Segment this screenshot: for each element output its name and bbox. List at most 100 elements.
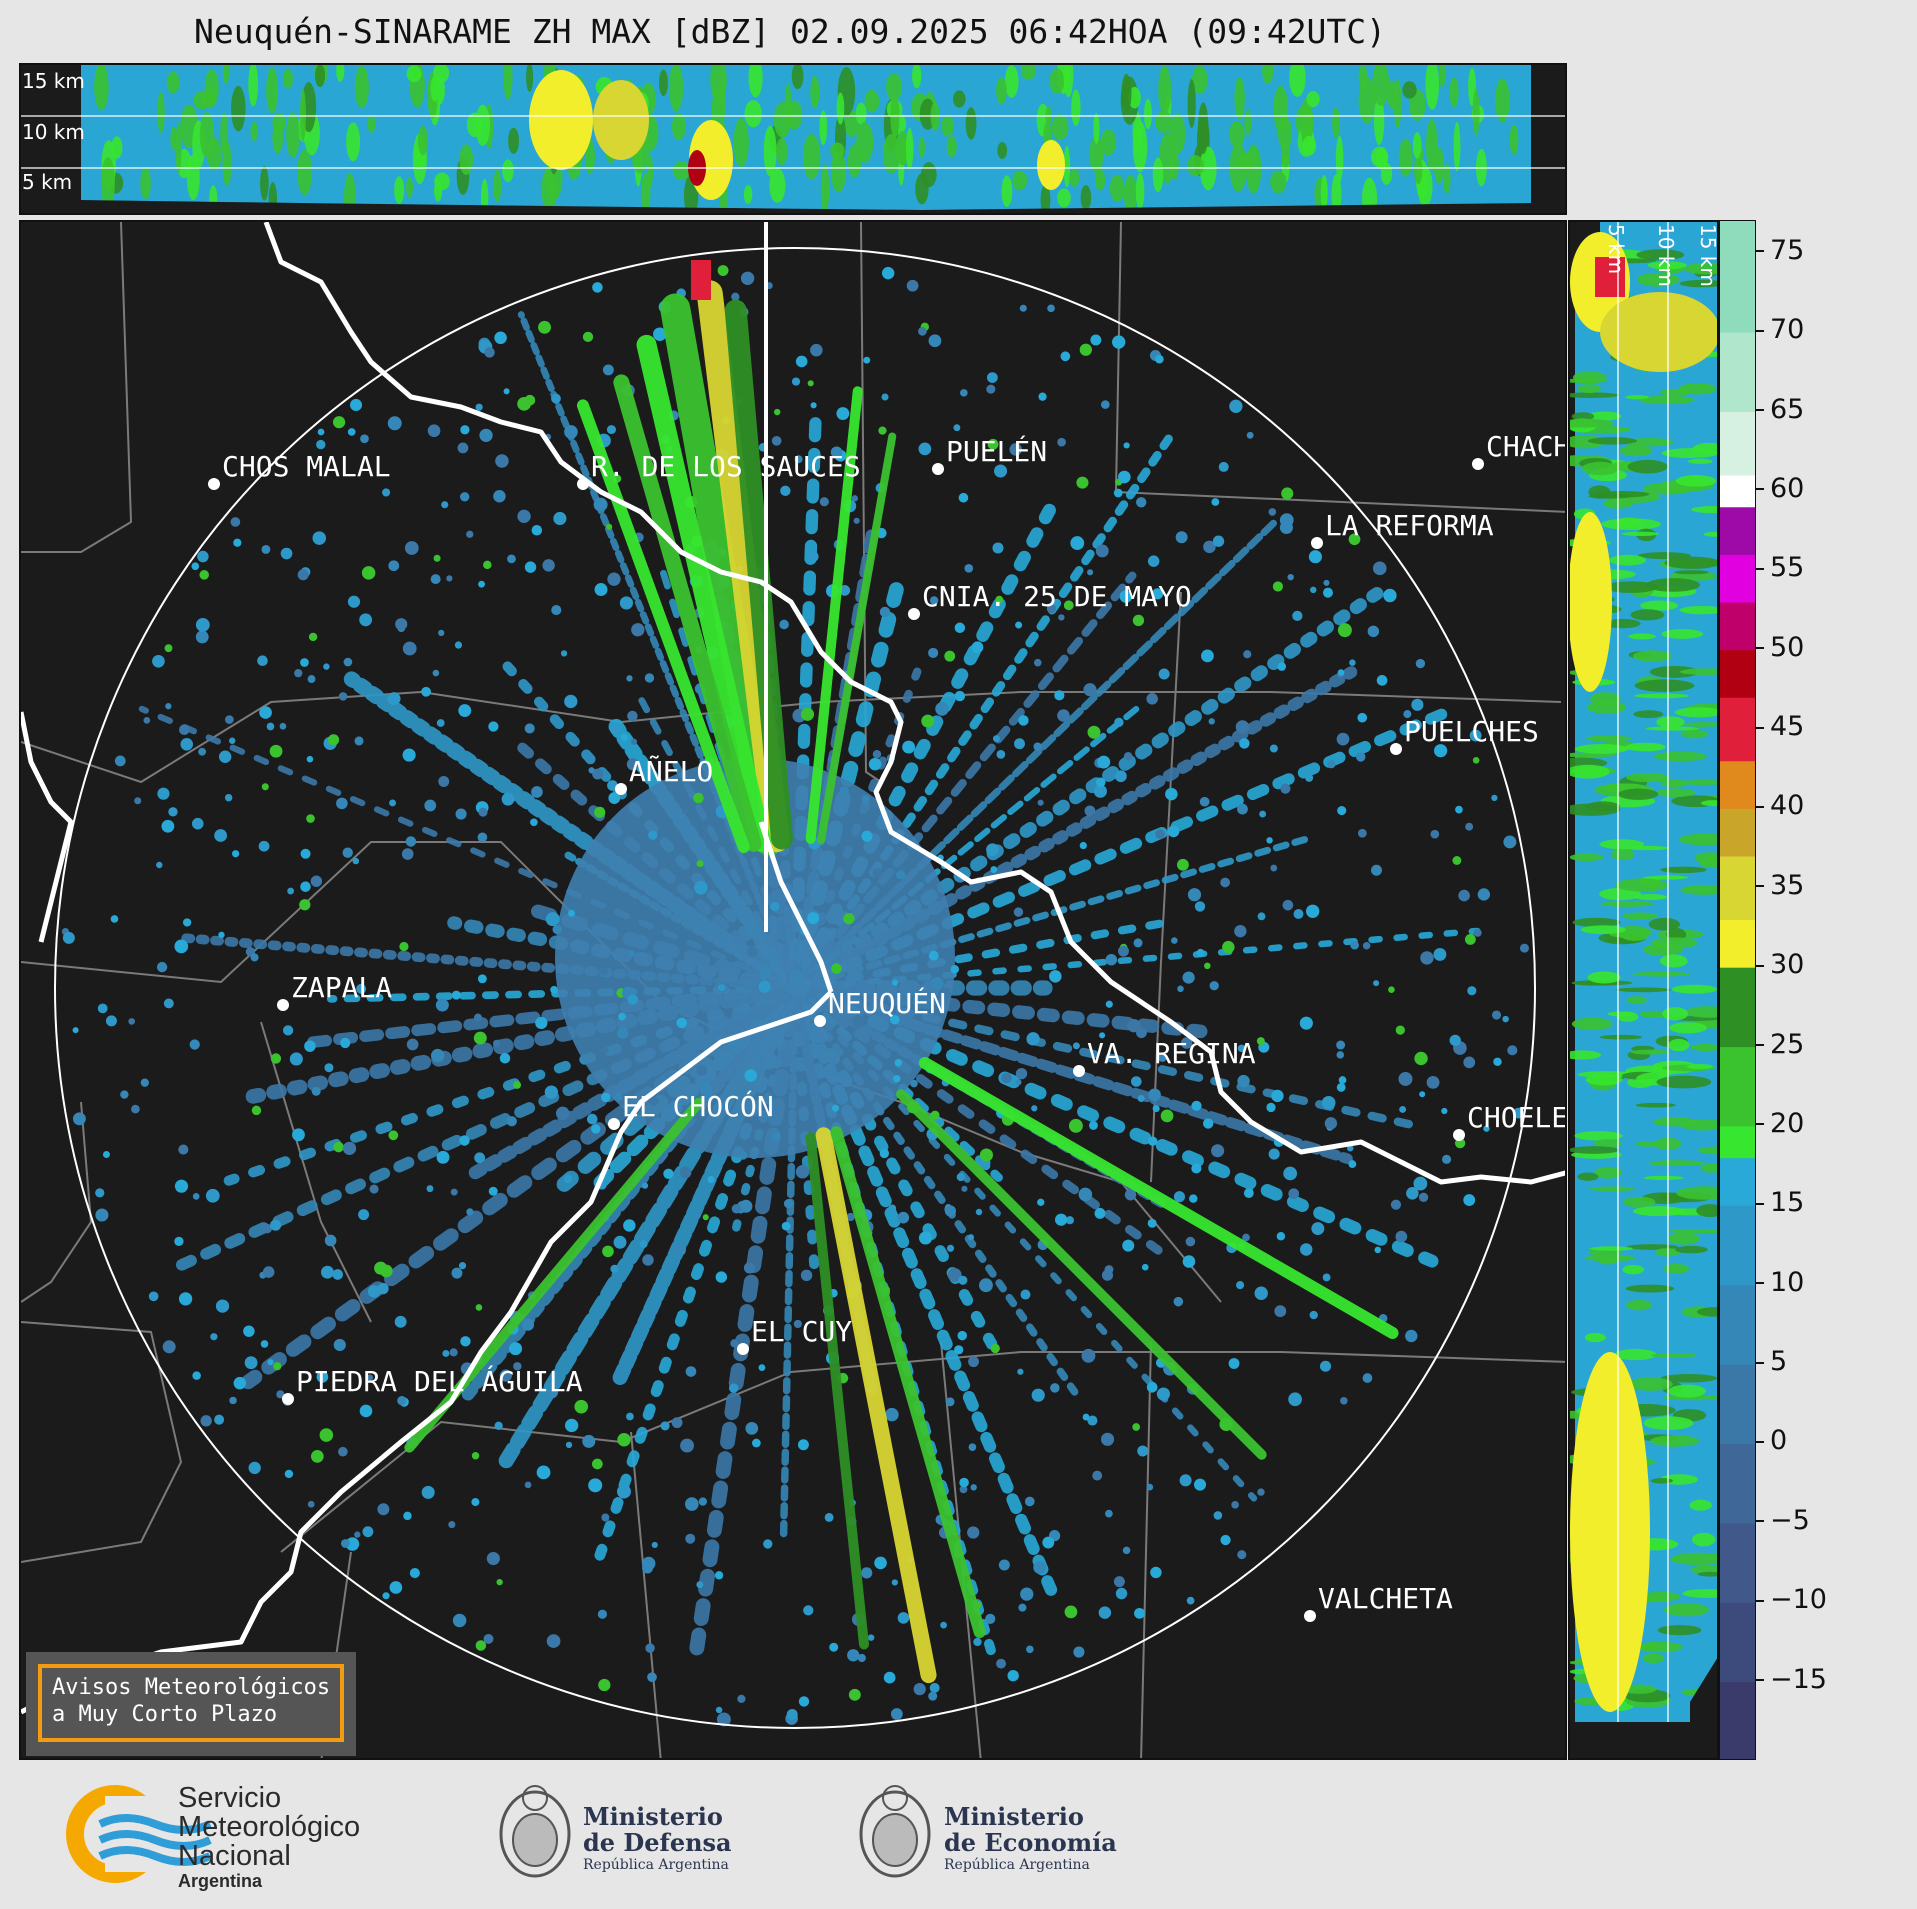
echo-dot — [358, 1209, 370, 1221]
echo-dot — [803, 1605, 814, 1616]
echo-dot — [1239, 738, 1250, 749]
echo-dot — [387, 692, 401, 706]
side-section-echo — [1661, 448, 1717, 459]
echo-dot — [1191, 1163, 1202, 1174]
echo-dot — [454, 641, 463, 649]
echo-dot — [737, 1694, 746, 1703]
echo-dot — [388, 1130, 399, 1141]
echo-dot — [189, 1039, 200, 1050]
top-section-echo — [1001, 175, 1013, 207]
side-section-echo — [1642, 1653, 1665, 1664]
echo-dot — [1259, 810, 1267, 818]
echo-dot — [679, 1166, 692, 1179]
echo-dot — [992, 542, 1004, 554]
echo-dot — [1042, 1536, 1055, 1549]
echo-dot — [731, 1204, 742, 1214]
side-section-echo — [1577, 1172, 1599, 1181]
echo-dot — [986, 372, 998, 383]
top-section-echo — [406, 176, 414, 198]
echo-dot — [743, 1262, 756, 1274]
echo-dot — [990, 866, 998, 874]
strong-echo-core — [691, 260, 711, 300]
echo-dot — [861, 830, 873, 842]
colorbar-segment — [1720, 856, 1755, 921]
echo-band — [896, 1089, 1267, 1460]
echo-dot — [1411, 698, 1424, 711]
echo-dot — [839, 786, 849, 796]
echo-dot — [128, 1018, 136, 1025]
side-section-echo — [1574, 744, 1629, 754]
echo-dot — [613, 1235, 627, 1249]
echo-dot — [771, 435, 782, 446]
echo-dot — [1105, 1000, 1113, 1008]
side-section-echo — [1678, 383, 1717, 395]
side-section-echo — [1660, 1374, 1717, 1383]
echo-dot — [448, 1521, 456, 1529]
echo-dot — [945, 1397, 955, 1407]
echo-dot — [105, 1015, 117, 1027]
echo-dot — [545, 912, 560, 927]
side-section-echo — [1675, 475, 1717, 487]
echo-dot — [565, 1441, 573, 1449]
echo-dot — [944, 1205, 956, 1217]
echo-dot — [521, 1318, 535, 1331]
echo-dot — [484, 347, 495, 358]
echo-dot — [773, 408, 781, 416]
top-section-echo — [744, 100, 762, 128]
echo-dot — [986, 843, 999, 857]
radar-ray — [223, 982, 801, 1186]
side-section-echo — [1615, 878, 1669, 892]
echo-dot — [493, 490, 506, 503]
echo-dot — [836, 407, 850, 420]
echo-dot — [1519, 943, 1529, 953]
echo-dot — [739, 1199, 753, 1213]
echo-dot — [829, 1642, 839, 1652]
side-section-echo — [1570, 853, 1604, 862]
top-section-echo — [776, 138, 788, 166]
echo-dot — [333, 1338, 346, 1352]
side-section-echo — [1619, 445, 1653, 457]
echo-dot — [402, 748, 416, 762]
echo-dot — [954, 622, 966, 634]
echo-dot — [961, 1185, 968, 1192]
smn-line4: Argentina — [178, 1871, 263, 1891]
echo-dot — [881, 266, 895, 280]
echo-dot — [478, 807, 488, 817]
echo-dot — [513, 1081, 522, 1089]
echo-dot — [1513, 1107, 1524, 1119]
side-section-echo — [1626, 996, 1647, 1004]
echo-dot — [458, 1262, 467, 1270]
side-section-echo — [1667, 1233, 1701, 1245]
echo-dot — [1058, 614, 1065, 621]
echo-dot — [466, 1208, 474, 1216]
echo-dot — [967, 1526, 980, 1539]
side-section-echo — [1663, 1263, 1690, 1274]
echo-dot — [902, 740, 916, 754]
echo-dot — [1033, 742, 1042, 751]
echo-dot — [536, 1465, 551, 1480]
echo-dot — [1426, 1075, 1440, 1089]
echo-dot — [1146, 1483, 1154, 1491]
side-section-echo — [1648, 1160, 1705, 1167]
colorbar-segment — [1720, 506, 1755, 555]
echo-dot — [262, 1223, 272, 1234]
echo-dot — [847, 1649, 860, 1662]
side-section-echo — [1691, 506, 1717, 514]
side-section-echo — [1570, 418, 1614, 428]
echo-dot — [1419, 1091, 1426, 1098]
echo-dot — [971, 641, 984, 654]
side-section-echo — [1659, 954, 1688, 968]
colorbar-tick-label: 60 — [1770, 472, 1805, 504]
side-section-echo — [1632, 650, 1673, 662]
range-ring — [54, 247, 1536, 1729]
echo-dot — [1177, 985, 1184, 993]
echo-dot — [770, 901, 780, 912]
echo-dot — [1254, 1286, 1268, 1300]
echo-dot — [503, 388, 510, 395]
echo-dot — [863, 356, 871, 364]
echo-dot — [1222, 940, 1235, 954]
echo-dot — [359, 613, 373, 627]
echo-dot — [1033, 658, 1042, 667]
echo-dot — [342, 1141, 357, 1155]
echo-dot — [72, 1112, 86, 1126]
